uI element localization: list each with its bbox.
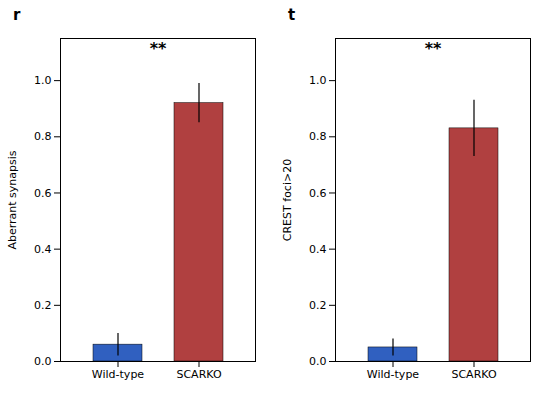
svg-text:0.6: 0.6 (309, 186, 327, 199)
svg-text:Wild-type: Wild-type (92, 368, 145, 381)
svg-text:0.0: 0.0 (34, 355, 52, 368)
svg-text:0.8: 0.8 (34, 130, 52, 143)
svg-text:0.6: 0.6 (34, 186, 52, 199)
svg-text:**: ** (150, 39, 167, 58)
svg-text:SCARKO: SCARKO (451, 368, 496, 381)
svg-text:Wild-type: Wild-type (367, 368, 420, 381)
svg-text:1.0: 1.0 (309, 74, 327, 87)
svg-text:Aberrant synapsis: Aberrant synapsis (6, 150, 19, 249)
html-text:t: t (288, 6, 296, 24)
svg-text:0.8: 0.8 (309, 130, 327, 143)
svg-text:CREST foci>20: CREST foci>20 (281, 159, 294, 241)
svg-text:**: ** (425, 39, 442, 58)
svg-text:0.4: 0.4 (34, 243, 52, 256)
svg-text:1.0: 1.0 (34, 74, 52, 87)
svg-text:0.2: 0.2 (309, 299, 327, 312)
svg-text:0.0: 0.0 (309, 355, 327, 368)
html-text:r: r (13, 6, 21, 24)
svg-text:SCARKO: SCARKO (176, 368, 221, 381)
svg-text:0.2: 0.2 (34, 299, 52, 312)
svg-text:0.4: 0.4 (309, 243, 327, 256)
